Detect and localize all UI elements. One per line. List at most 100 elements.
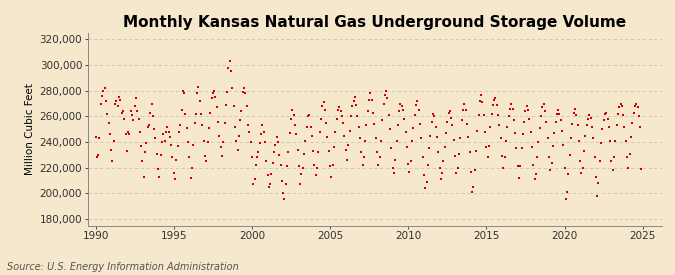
Point bbox=[203, 126, 214, 130]
Point bbox=[610, 139, 621, 143]
Point bbox=[102, 112, 113, 116]
Point bbox=[371, 150, 382, 155]
Point bbox=[452, 166, 463, 170]
Point bbox=[414, 122, 425, 126]
Point bbox=[500, 155, 510, 160]
Point bbox=[539, 109, 550, 114]
Point bbox=[441, 131, 452, 135]
Point bbox=[228, 104, 239, 108]
Point bbox=[386, 146, 397, 151]
Point bbox=[109, 139, 119, 143]
Point bbox=[574, 139, 585, 143]
Point bbox=[266, 172, 277, 176]
Point bbox=[572, 123, 583, 128]
Point bbox=[210, 95, 221, 99]
Point bbox=[439, 145, 450, 149]
Point bbox=[421, 180, 432, 184]
Point bbox=[306, 133, 317, 138]
Point bbox=[408, 126, 418, 130]
Point bbox=[634, 125, 645, 129]
Point bbox=[309, 163, 320, 167]
Point bbox=[113, 95, 124, 99]
Point bbox=[619, 125, 630, 129]
Point bbox=[223, 65, 234, 70]
Point bbox=[225, 69, 236, 74]
Point bbox=[300, 139, 310, 143]
Point bbox=[101, 99, 111, 103]
Point bbox=[360, 139, 371, 143]
Point bbox=[583, 117, 593, 121]
Point bbox=[365, 91, 376, 95]
Point bbox=[403, 162, 414, 166]
Point bbox=[563, 172, 574, 176]
Point bbox=[163, 130, 174, 134]
Point bbox=[183, 140, 194, 144]
Point bbox=[292, 148, 303, 152]
Point bbox=[416, 136, 427, 141]
Point bbox=[385, 127, 396, 131]
Point bbox=[227, 86, 238, 90]
Point bbox=[153, 167, 163, 171]
Point bbox=[130, 96, 141, 101]
Point bbox=[316, 117, 327, 121]
Point bbox=[589, 155, 600, 160]
Point bbox=[326, 175, 337, 179]
Point bbox=[464, 150, 475, 155]
Point bbox=[482, 155, 493, 160]
Point bbox=[620, 139, 631, 143]
Point bbox=[231, 139, 242, 143]
Point bbox=[542, 136, 553, 141]
Point bbox=[245, 140, 256, 144]
Point bbox=[238, 90, 248, 94]
Text: Source: U.S. Energy Information Administration: Source: U.S. Energy Information Administ… bbox=[7, 262, 238, 272]
Point bbox=[197, 123, 208, 128]
Point bbox=[571, 113, 582, 117]
Point bbox=[340, 148, 351, 152]
Point bbox=[438, 159, 449, 164]
Point bbox=[615, 101, 626, 106]
Point bbox=[304, 113, 315, 117]
Point bbox=[468, 185, 479, 189]
Point bbox=[543, 155, 554, 160]
Point bbox=[230, 125, 240, 129]
Point bbox=[609, 155, 620, 160]
Point bbox=[578, 149, 589, 153]
Point bbox=[511, 146, 522, 151]
Point bbox=[110, 101, 121, 106]
Point bbox=[632, 105, 643, 110]
Point bbox=[254, 141, 265, 145]
Point bbox=[616, 104, 627, 108]
Point bbox=[556, 118, 566, 122]
Point bbox=[348, 99, 359, 103]
Point bbox=[429, 114, 439, 119]
Point bbox=[137, 159, 148, 164]
Point bbox=[136, 144, 146, 148]
Point bbox=[460, 108, 471, 112]
Point bbox=[578, 166, 589, 170]
Point bbox=[447, 123, 458, 128]
Point bbox=[614, 105, 624, 110]
Point bbox=[350, 95, 360, 99]
Point bbox=[283, 150, 294, 155]
Point bbox=[381, 89, 392, 93]
Point bbox=[98, 89, 109, 93]
Point bbox=[209, 89, 219, 93]
Point bbox=[286, 117, 296, 121]
Point bbox=[533, 140, 544, 144]
Point bbox=[535, 126, 545, 130]
Point bbox=[521, 104, 532, 108]
Point bbox=[281, 164, 292, 169]
Y-axis label: Million Cubic Feet: Million Cubic Feet bbox=[26, 83, 35, 175]
Point bbox=[126, 109, 136, 114]
Point bbox=[547, 144, 558, 148]
Point bbox=[105, 132, 115, 137]
Point bbox=[605, 139, 616, 143]
Point bbox=[145, 110, 156, 115]
Point bbox=[182, 126, 192, 130]
Point bbox=[103, 121, 114, 125]
Point bbox=[263, 185, 274, 189]
Point bbox=[541, 119, 551, 124]
Point bbox=[369, 122, 380, 126]
Point bbox=[558, 142, 569, 147]
Point bbox=[322, 135, 333, 139]
